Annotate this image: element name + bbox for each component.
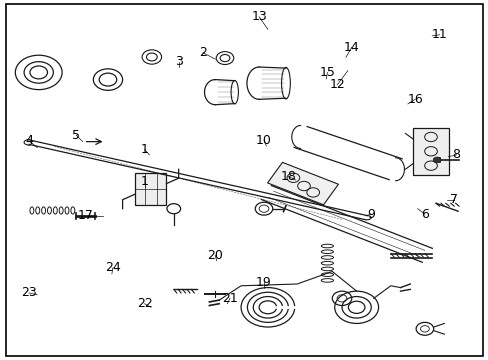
Text: 22: 22 bbox=[136, 297, 152, 310]
Text: 11: 11 bbox=[431, 28, 447, 41]
Text: 21: 21 bbox=[222, 292, 237, 305]
Circle shape bbox=[432, 157, 440, 163]
Text: 13: 13 bbox=[251, 10, 266, 23]
Text: 14: 14 bbox=[343, 41, 359, 54]
Text: 10: 10 bbox=[256, 134, 271, 147]
Text: 5: 5 bbox=[72, 129, 80, 142]
Text: 15: 15 bbox=[319, 66, 335, 79]
Text: 20: 20 bbox=[207, 249, 223, 262]
Text: 9: 9 bbox=[366, 208, 374, 221]
Text: 7: 7 bbox=[449, 193, 457, 206]
Text: 6: 6 bbox=[420, 208, 428, 221]
Bar bbox=[412, 128, 448, 175]
Text: 18: 18 bbox=[280, 170, 296, 183]
Text: 16: 16 bbox=[407, 93, 422, 106]
Text: 8: 8 bbox=[452, 148, 460, 161]
Text: 24: 24 bbox=[105, 261, 121, 274]
Text: 2: 2 bbox=[199, 46, 206, 59]
Text: 12: 12 bbox=[328, 78, 345, 91]
Text: 4: 4 bbox=[25, 134, 33, 147]
Polygon shape bbox=[267, 162, 338, 205]
Text: 3: 3 bbox=[174, 55, 182, 68]
Text: 17: 17 bbox=[78, 210, 94, 222]
Text: 1: 1 bbox=[141, 143, 148, 156]
Text: 1: 1 bbox=[141, 175, 148, 188]
Text: 19: 19 bbox=[256, 276, 271, 289]
Bar bbox=[135, 173, 166, 205]
Text: 23: 23 bbox=[21, 287, 37, 300]
